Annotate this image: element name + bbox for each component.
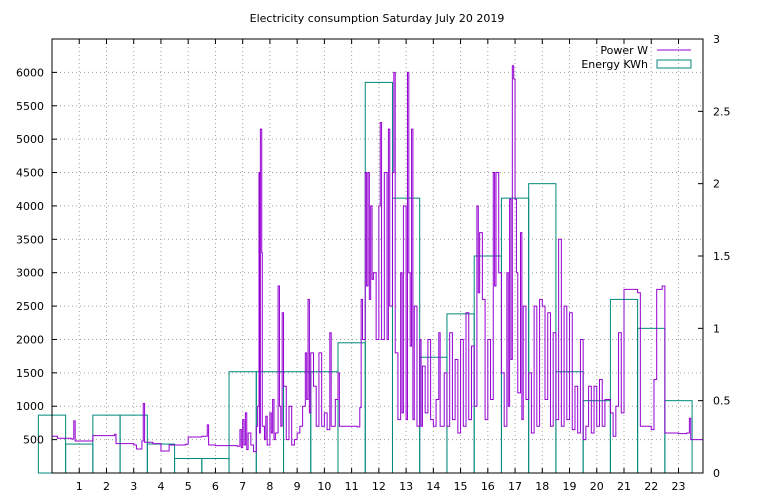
grid: [52, 39, 703, 473]
y-right-tick-label: 2: [713, 178, 720, 191]
y-left-tick-label: 3000: [16, 267, 44, 280]
y-left-tick-label: 5000: [16, 133, 44, 146]
y-left-tick-label: 2500: [16, 300, 44, 313]
x-tick-label: 17: [508, 480, 522, 493]
y-left-tick-label: 2000: [16, 333, 44, 346]
x-tick-label: 11: [345, 480, 359, 493]
x-tick-label: 13: [399, 480, 413, 493]
x-tick-label: 6: [212, 480, 219, 493]
y-right-tick-label: 0.5: [713, 395, 731, 408]
x-tick-label: 16: [481, 480, 495, 493]
y-right-tick-label: 0: [713, 467, 720, 480]
x-tick-label: 21: [617, 480, 631, 493]
x-tick-label: 15: [454, 480, 468, 493]
x-tick-label: 12: [372, 480, 386, 493]
x-tick-label: 10: [317, 480, 331, 493]
x-tick-label: 3: [130, 480, 137, 493]
x-tick-label: 18: [535, 480, 549, 493]
y-right-tick-label: 1: [713, 322, 720, 335]
legend-energy-label: Energy KWh: [581, 58, 648, 71]
legend-power-label: Power W: [600, 44, 648, 57]
x-tick-label: 19: [563, 480, 577, 493]
legend: Power W Energy KWh: [581, 44, 692, 71]
x-tick-label: 20: [590, 480, 604, 493]
y-right-tick-label: 1.5: [713, 250, 731, 263]
y-left-tick-label: 4500: [16, 167, 44, 180]
y-left-tick-label: 500: [23, 434, 44, 447]
x-tick-label: 14: [426, 480, 440, 493]
x-tick-label: 22: [644, 480, 658, 493]
x-tick-label: 9: [294, 480, 301, 493]
y-right-tick-label: 3: [713, 33, 720, 46]
chart-title: Electricity consumption Saturday July 20…: [250, 12, 505, 25]
x-tick-label: 1: [76, 480, 83, 493]
y-left-tick-label: 5500: [16, 100, 44, 113]
y-right-tick-label: 2.5: [713, 105, 731, 118]
y-left-tick-label: 1000: [16, 400, 44, 413]
x-tick-label: 4: [157, 480, 164, 493]
y-left-tick-label: 4000: [16, 200, 44, 213]
y-left-tick-label: 6000: [16, 66, 44, 79]
x-tick-label: 23: [671, 480, 685, 493]
ticks: 1 2 3 4 5 6 7 8 9 10 11 12 13 14 15 16 17 18 19 20 21 22 23500…: [16, 33, 731, 493]
power-line-layer: [52, 65, 704, 453]
x-tick-label: 8: [266, 480, 273, 493]
x-tick-label: 2: [103, 480, 110, 493]
x-tick-label: 5: [185, 480, 192, 493]
power-line: [52, 65, 704, 453]
y-left-tick-label: 1500: [16, 367, 44, 380]
x-tick-label: 7: [239, 480, 246, 493]
legend-energy-swatch: [656, 59, 692, 69]
y-left-tick-label: 3500: [16, 233, 44, 246]
